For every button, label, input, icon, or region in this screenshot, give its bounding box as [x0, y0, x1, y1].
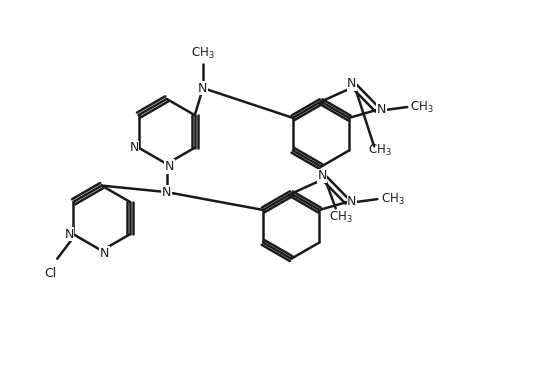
- Text: CH$_3$: CH$_3$: [410, 99, 434, 115]
- Text: N: N: [129, 141, 139, 154]
- Text: CH$_3$: CH$_3$: [381, 192, 404, 207]
- Text: CH$_3$: CH$_3$: [329, 210, 353, 225]
- Text: N: N: [100, 247, 109, 260]
- Text: N: N: [129, 141, 139, 154]
- Text: CH$_3$: CH$_3$: [191, 46, 214, 62]
- Text: Cl: Cl: [44, 267, 56, 280]
- Text: N: N: [377, 103, 387, 116]
- Text: N: N: [347, 195, 356, 208]
- Text: N: N: [317, 169, 327, 182]
- Text: N: N: [164, 160, 174, 173]
- Text: N: N: [164, 160, 174, 173]
- Text: N: N: [347, 77, 356, 90]
- Text: CH$_3$: CH$_3$: [368, 143, 392, 158]
- Text: N: N: [64, 228, 74, 241]
- Text: N: N: [162, 186, 172, 199]
- Text: N: N: [198, 82, 207, 95]
